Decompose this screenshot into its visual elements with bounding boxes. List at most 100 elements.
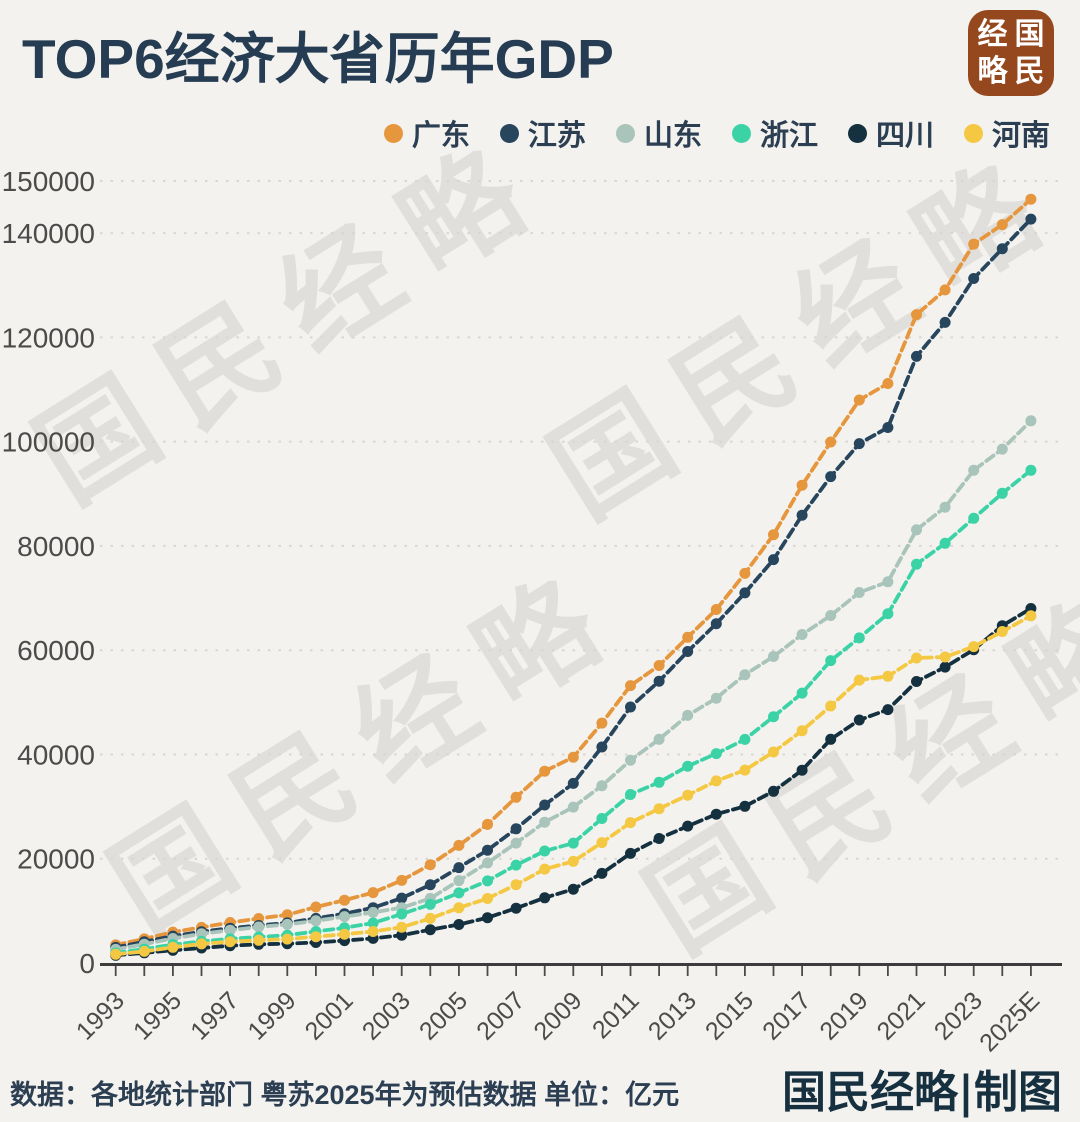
data-point-henan-2020	[882, 670, 894, 682]
badge-char-2: 国	[1014, 16, 1045, 52]
legend-item-jiangsu: 江苏	[499, 112, 586, 154]
data-point-henan-1999	[281, 933, 293, 945]
x-tick-label-2017: 2017	[757, 986, 816, 1045]
data-point-henan-2005	[453, 902, 465, 914]
data-point-shandong-2001	[339, 911, 350, 923]
data-point-zhejiang-2025E	[1025, 464, 1037, 476]
series-sichuan	[110, 603, 1037, 961]
data-point-henan-1995	[167, 941, 179, 953]
data-point-henan-2011	[625, 817, 636, 829]
data-point-shandong-2017	[796, 629, 808, 640]
data-point-shandong-2013	[682, 709, 694, 721]
data-point-guangdong-2011	[625, 680, 636, 692]
legend-item-zhejiang: 浙江	[731, 112, 818, 154]
data-point-guangdong-2021	[911, 309, 922, 321]
legend-label-guangdong: 广东	[411, 120, 470, 152]
data-point-zhejiang-2006	[482, 875, 493, 887]
data-point-jiangsu-2007	[510, 823, 522, 835]
data-point-shandong-2002	[367, 906, 379, 918]
data-point-henan-2004	[424, 912, 436, 924]
data-point-sichuan-2022	[939, 661, 951, 673]
data-point-henan-2021	[911, 652, 922, 664]
data-point-henan-2008	[539, 863, 551, 875]
x-tick-label-1999: 1999	[242, 986, 301, 1045]
data-point-henan-2014	[710, 775, 722, 787]
data-point-shandong-2020	[882, 576, 894, 588]
y-tick-label-140000: 140000	[2, 218, 95, 249]
data-point-zhejiang-2003	[396, 908, 408, 920]
data-point-guangdong-2000	[310, 901, 322, 913]
data-point-guangdong-2013	[682, 631, 694, 643]
data-point-sichuan-2018	[825, 733, 837, 745]
data-point-jiangsu-2009	[567, 777, 579, 789]
data-point-sichuan-2014	[710, 808, 722, 820]
data-point-zhejiang-2017	[796, 687, 808, 699]
data-point-zhejiang-2008	[539, 845, 551, 857]
data-point-guangdong-2002	[367, 887, 379, 899]
x-tick-label-2001: 2001	[300, 986, 359, 1045]
data-point-zhejiang-2022	[939, 537, 951, 549]
data-point-shandong-2006	[482, 857, 493, 869]
legend-label-henan: 河南	[991, 120, 1050, 152]
y-tick-label-40000: 40000	[17, 739, 95, 770]
data-point-zhejiang-2024	[996, 487, 1008, 499]
data-point-henan-2022	[939, 651, 951, 663]
data-point-guangdong-2017	[796, 479, 808, 491]
x-tick-label-2019: 2019	[814, 986, 873, 1045]
data-point-sichuan-2013	[682, 820, 694, 832]
legend-item-henan: 河南	[963, 112, 1050, 154]
data-point-shandong-2024	[996, 443, 1008, 455]
data-point-sichuan-2015	[739, 800, 751, 812]
data-point-henan-2024	[996, 626, 1008, 637]
data-point-sichuan-2006	[482, 912, 493, 924]
legend-label-zhejiang: 浙江	[759, 120, 818, 152]
data-point-jiangsu-2004	[424, 879, 436, 891]
data-point-shandong-2025E	[1025, 415, 1037, 427]
data-point-sichuan-2021	[911, 676, 922, 687]
data-point-zhejiang-2004	[424, 898, 436, 910]
data-point-henan-2018	[825, 700, 837, 712]
data-point-sichuan-2009	[567, 883, 579, 895]
data-point-jiangsu-2024	[996, 243, 1008, 255]
data-point-henan-2007	[510, 879, 522, 891]
data-point-shandong-2008	[539, 816, 551, 828]
data-point-shandong-2023	[968, 464, 980, 476]
data-point-zhejiang-2015	[739, 733, 751, 745]
brand-badge: 经 国 略 民	[968, 10, 1054, 96]
data-point-jiangsu-2021	[911, 350, 922, 362]
data-point-guangdong-2009	[567, 751, 579, 763]
data-point-guangdong-2001	[339, 894, 350, 906]
data-point-shandong-2018	[825, 610, 837, 621]
data-point-sichuan-2012	[653, 833, 665, 844]
data-point-shandong-2011	[625, 754, 636, 766]
data-point-jiangsu-2010	[596, 741, 608, 753]
legend-item-guangdong: 广东	[383, 112, 470, 154]
data-point-shandong-1998	[253, 921, 265, 933]
data-point-jiangsu-2019	[853, 438, 865, 450]
data-point-shandong-1999	[281, 918, 293, 930]
legend: 广东 江苏 山东 浙江 四川 河南	[383, 112, 1050, 154]
x-tick-label-2025E: 2025E	[974, 986, 1045, 1057]
data-point-sichuan-2019	[853, 714, 865, 726]
data-source-note: 数据：各地统计部门 粤苏2025年为预估数据 单位：亿元	[10, 1080, 680, 1110]
x-tick-label-2015: 2015	[700, 986, 759, 1045]
legend-label-shandong: 山东	[643, 120, 702, 152]
data-point-shandong-2000	[310, 915, 322, 927]
data-point-henan-2017	[796, 725, 808, 737]
y-tick-label-0: 0	[79, 948, 95, 979]
data-point-zhejiang-2005	[453, 887, 465, 899]
data-point-guangdong-2020	[882, 378, 894, 389]
data-point-henan-2015	[739, 764, 751, 776]
legend-dot-jiangsu	[499, 123, 519, 143]
legend-label-sichuan: 四川	[875, 120, 934, 152]
data-point-zhejiang-2002	[367, 917, 379, 929]
data-point-zhejiang-2019	[853, 632, 865, 644]
data-point-sichuan-2010	[596, 867, 608, 879]
data-point-jiangsu-2015	[739, 587, 751, 599]
data-point-henan-2000	[310, 931, 322, 943]
x-tick-label-1995: 1995	[128, 986, 187, 1045]
data-point-henan-2001	[339, 928, 350, 940]
page-title: TOP6经济大省历年GDP	[22, 28, 614, 90]
